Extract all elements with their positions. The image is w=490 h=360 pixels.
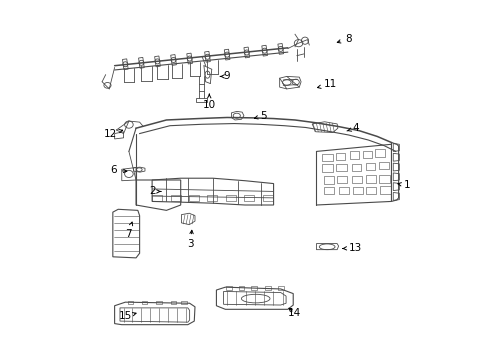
Bar: [266, 287, 271, 290]
Bar: [375, 149, 386, 157]
Bar: [189, 195, 199, 202]
Text: 8: 8: [337, 34, 352, 44]
Bar: [379, 175, 390, 183]
Bar: [181, 301, 187, 304]
Bar: [239, 287, 245, 290]
Bar: [226, 195, 236, 202]
Bar: [207, 195, 218, 202]
Bar: [350, 152, 359, 158]
Text: 15: 15: [119, 311, 136, 321]
Text: 9: 9: [220, 71, 230, 81]
Text: 14: 14: [288, 308, 301, 318]
Text: 6: 6: [110, 165, 127, 175]
Bar: [380, 186, 391, 194]
Text: 11: 11: [318, 79, 337, 89]
Text: 5: 5: [254, 111, 267, 121]
Bar: [352, 163, 361, 171]
Bar: [363, 151, 372, 158]
Bar: [263, 195, 273, 202]
Bar: [379, 162, 389, 169]
Bar: [367, 187, 376, 194]
Text: 4: 4: [347, 123, 359, 133]
Bar: [251, 287, 257, 290]
Bar: [142, 301, 147, 304]
Bar: [353, 187, 363, 194]
Bar: [322, 164, 333, 172]
Text: 7: 7: [125, 222, 133, 239]
Bar: [352, 176, 362, 183]
Text: 12: 12: [103, 129, 122, 139]
Bar: [337, 176, 347, 183]
Bar: [278, 287, 284, 290]
Bar: [322, 154, 333, 161]
Text: 13: 13: [343, 243, 362, 253]
Bar: [339, 187, 348, 194]
Bar: [323, 187, 334, 194]
Bar: [245, 195, 254, 202]
Bar: [323, 176, 334, 184]
Text: 2: 2: [149, 186, 161, 197]
Bar: [156, 301, 162, 304]
Bar: [366, 175, 376, 183]
Bar: [336, 164, 347, 171]
Bar: [226, 287, 232, 290]
Bar: [171, 195, 181, 202]
Text: 10: 10: [203, 94, 216, 110]
Bar: [367, 163, 375, 170]
Bar: [128, 301, 133, 304]
Bar: [171, 301, 176, 304]
Text: 3: 3: [187, 230, 194, 249]
Bar: [152, 195, 162, 202]
Bar: [336, 153, 345, 160]
Text: 1: 1: [398, 180, 411, 190]
